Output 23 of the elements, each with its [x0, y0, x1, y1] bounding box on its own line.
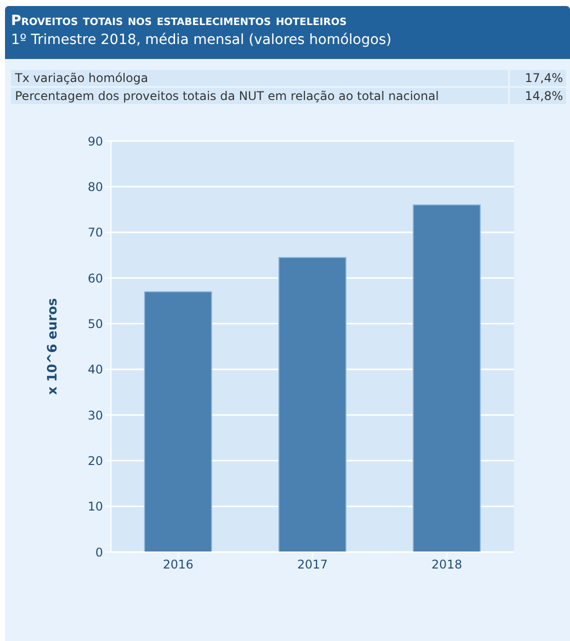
x-tick-label: 2016	[162, 558, 194, 572]
y-tick-label: 90	[88, 134, 103, 148]
y-tick-label: 70	[88, 226, 103, 240]
y-tick-label: 20	[88, 454, 103, 468]
text: 17,4%	[510, 70, 566, 86]
text: Tx variação homóloga	[11, 70, 508, 86]
bar	[144, 291, 212, 552]
y-tick-label: 10	[88, 500, 103, 514]
text: Percentagem dos proveitos totais da NUT em relação ao total nacional	[11, 88, 508, 104]
y-tick-label: 40	[88, 362, 103, 377]
text: 14,8%	[510, 88, 566, 104]
x-tick-label: 2018	[432, 558, 462, 572]
x-tick-label: 2017	[297, 558, 328, 572]
y-tick-label: 80	[88, 180, 103, 194]
y-tick-label: 50	[88, 316, 103, 331]
y-tick-label: 0	[95, 545, 103, 560]
y-axis-title: x 10^6 euros	[46, 298, 61, 395]
y-tick-label: 60	[88, 271, 103, 286]
chart-subtitle: 1º Trimestre 2018, média mensal (valores homólogos)	[11, 31, 392, 50]
bar	[412, 204, 481, 552]
y-tick-label: 30	[88, 408, 103, 422]
chart-title: Proveitos totais nos estabelecimentos hoteleiros	[11, 12, 348, 31]
bar	[278, 256, 346, 552]
